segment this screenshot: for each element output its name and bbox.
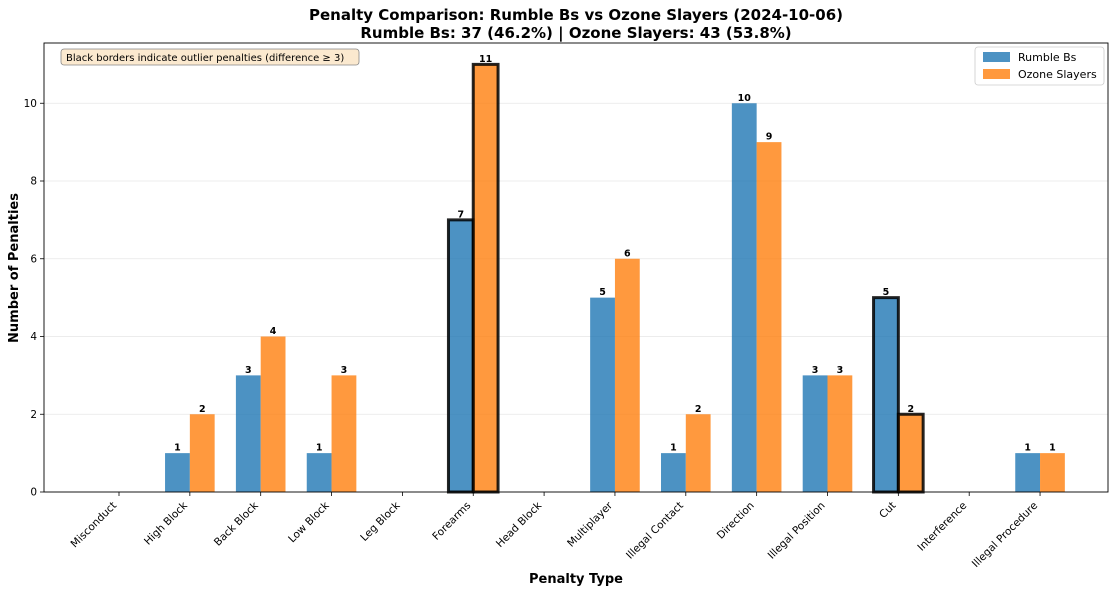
- x-tick-label-head-block: Head Block: [494, 499, 545, 550]
- bar-label-ozone-slayers-high-block: 2: [199, 404, 206, 415]
- y-axis-label: Number of Penalties: [7, 193, 22, 343]
- bar-label-rumble-bs-back-block: 3: [245, 365, 252, 376]
- y-tick-label: 4: [30, 331, 37, 343]
- bar-label-ozone-slayers-direction: 9: [766, 132, 773, 143]
- bar-label-ozone-slayers-back-block: 4: [270, 326, 277, 337]
- bar-ozone-slayers-forearms: [471, 62, 500, 494]
- bar-rumble-bs-illegal-contact: [661, 453, 686, 492]
- bar-ozone-slayers-illegal-contact: [685, 414, 711, 492]
- bar-label-rumble-bs-cut: 5: [883, 287, 890, 298]
- bar-rumble-bs-back-block: [235, 375, 261, 492]
- legend-label-rumble-bs: Rumble Bs: [1018, 51, 1077, 64]
- bar-rumble-bs-illegal-position: [802, 375, 828, 492]
- x-tick-label-illegal-procedure: Illegal Procedure: [970, 500, 1040, 570]
- legend-swatch-rumble-bs: [983, 52, 1010, 62]
- y-tick-label: 0: [30, 487, 37, 499]
- outlier-note: Black borders indicate outlier penalties…: [60, 48, 360, 66]
- bar-ozone-slayers-high-block: [189, 414, 215, 492]
- bar-label-ozone-slayers-illegal-contact: 2: [695, 404, 702, 415]
- bar-ozone-slayers-multiplayer: [614, 258, 640, 492]
- chart-title-line2: Rumble Bs: 37 (46.2%) | Ozone Slayers: 4…: [360, 24, 791, 43]
- bar-label-rumble-bs-illegal-position: 3: [812, 365, 819, 376]
- bar-label-ozone-slayers-cut: 2: [907, 404, 914, 415]
- y-tick-label: 6: [30, 253, 37, 265]
- bar-label-rumble-bs-illegal-procedure: 1: [1024, 443, 1031, 454]
- bar-ozone-slayers-illegal-position: [827, 375, 853, 492]
- chart-title-line1: Penalty Comparison: Rumble Bs vs Ozone S…: [309, 6, 843, 24]
- bar-rumble-bs-forearms: [446, 218, 475, 494]
- bar-ozone-slayers-back-block: [260, 336, 286, 492]
- legend-label-ozone-slayers: Ozone Slayers: [1018, 68, 1097, 81]
- x-tick-label-illegal-position: Illegal Position: [766, 500, 828, 562]
- legend-swatch-ozone-slayers: [983, 69, 1010, 79]
- x-tick-label-interference: Interference: [915, 500, 969, 554]
- bar-rumble-bs-multiplayer: [590, 297, 615, 492]
- bar-label-ozone-slayers-illegal-procedure: 1: [1049, 443, 1056, 454]
- bar-label-rumble-bs-direction: 10: [738, 93, 752, 104]
- bar-rumble-bs-cut: [872, 296, 900, 494]
- bar-label-ozone-slayers-multiplayer: 6: [624, 248, 631, 259]
- x-tick-label-high-block: High Block: [142, 499, 191, 548]
- y-tick-label: 8: [30, 176, 37, 188]
- bar-rumble-bs-illegal-procedure: [1015, 453, 1041, 492]
- x-tick-label-leg-block: Leg Block: [358, 499, 403, 544]
- bar-label-rumble-bs-illegal-contact: 1: [670, 443, 677, 454]
- x-tick-label-multiplayer: Multiplayer: [565, 499, 615, 549]
- bar-label-rumble-bs-multiplayer: 5: [599, 287, 606, 298]
- plot-frame: [43, 42, 1109, 493]
- bar-rumble-bs-low-block: [306, 453, 332, 492]
- bars: [165, 62, 1065, 494]
- x-tick-label-direction: Direction: [715, 500, 757, 542]
- bar-ozone-slayers-cut: [896, 412, 925, 494]
- bar-ozone-slayers-direction: [756, 142, 782, 492]
- y-tick-label: 10: [24, 98, 37, 110]
- bar-ozone-slayers-illegal-procedure: [1040, 453, 1065, 492]
- bar-rumble-bs-direction: [731, 103, 757, 493]
- legend: Rumble Bs Ozone Slayers: [974, 46, 1105, 86]
- outlier-note-box: [60, 48, 360, 66]
- x-tick-label-illegal-contact: Illegal Contact: [624, 500, 686, 562]
- bar-label-ozone-slayers-illegal-position: 3: [837, 365, 844, 376]
- x-tick-label-back-block: Back Block: [212, 499, 262, 549]
- x-tick-label-forearms: Forearms: [430, 500, 473, 543]
- outlier-note-text: Black borders indicate outlier penalties…: [66, 53, 344, 64]
- x-tick-label-misconduct: Misconduct: [69, 500, 120, 551]
- x-tick-label-cut: Cut: [877, 500, 898, 521]
- bar-label-rumble-bs-forearms: 7: [458, 209, 465, 220]
- x-axis-label: Penalty Type: [529, 572, 623, 587]
- bar-rumble-bs-high-block: [165, 453, 190, 492]
- bar-label-rumble-bs-low-block: 1: [316, 443, 323, 454]
- x-tick-label-low-block: Low Block: [286, 499, 332, 545]
- y-tick-label: 2: [30, 409, 37, 421]
- bar-ozone-slayers-low-block: [331, 375, 357, 492]
- bar-label-rumble-bs-high-block: 1: [174, 443, 181, 454]
- bar-label-ozone-slayers-low-block: 3: [341, 365, 348, 376]
- bar-label-ozone-slayers-forearms: 11: [479, 54, 492, 65]
